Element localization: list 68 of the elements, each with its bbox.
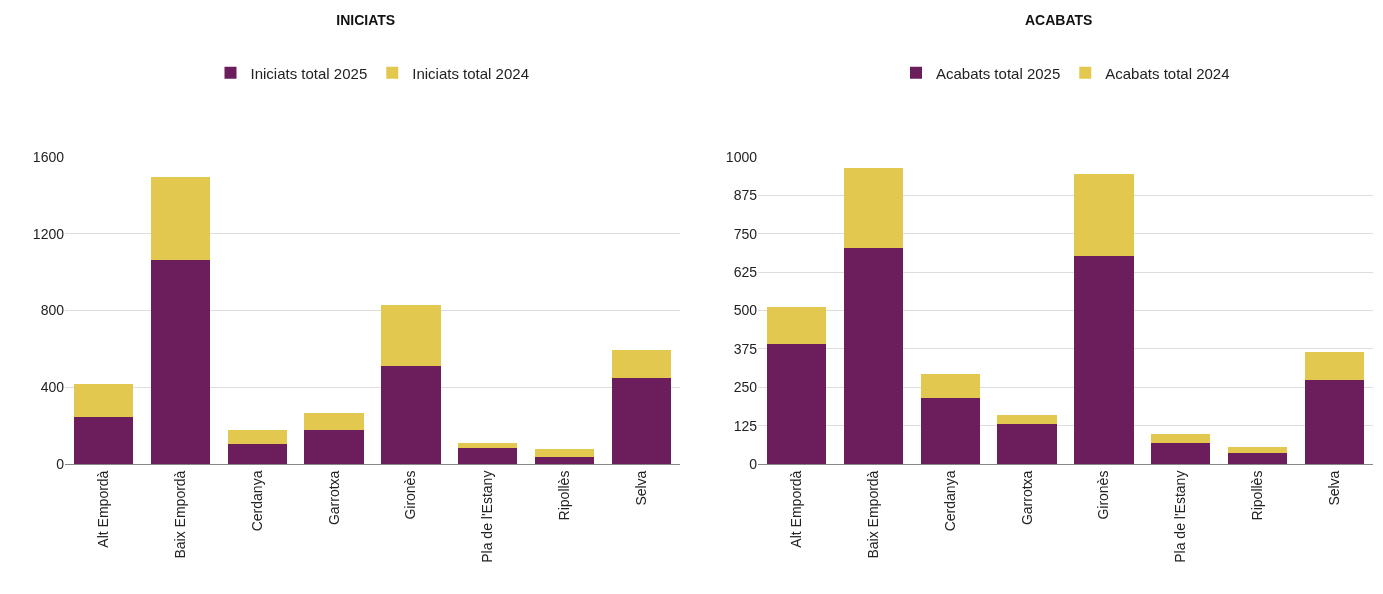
x-tick-label: Selva bbox=[633, 470, 650, 506]
x-tick-label: Garrotxa bbox=[1018, 470, 1035, 526]
x-tick-label: Cerdanya bbox=[248, 470, 265, 532]
x-tick-label: Garrotxa bbox=[325, 470, 342, 526]
x-tick-label: Alt Empordà bbox=[94, 470, 111, 548]
legend-label: Acabats total 2025 bbox=[936, 64, 1061, 82]
x-tick-label: Alt Empordà bbox=[787, 470, 804, 548]
y-tick-label: 1600 bbox=[32, 148, 65, 165]
bar bbox=[227, 444, 287, 464]
y-tick-label: 1200 bbox=[32, 225, 65, 242]
chart-title: ACABATS bbox=[1025, 11, 1093, 28]
bar bbox=[1304, 351, 1365, 380]
bar bbox=[843, 248, 903, 464]
x-tick-label: Gironès bbox=[1095, 470, 1112, 520]
bar bbox=[1074, 255, 1134, 464]
bar bbox=[150, 177, 210, 261]
y-tick-label: 500 bbox=[733, 302, 758, 319]
y-tick-label: 0 bbox=[56, 455, 65, 472]
bar bbox=[766, 306, 827, 344]
y-tick-label: 1000 bbox=[725, 148, 758, 165]
y-tick-label: 625 bbox=[733, 264, 758, 281]
x-tick-label: Pla de l'Estany bbox=[479, 470, 496, 563]
x-tick-label: Cerdanya bbox=[941, 470, 958, 532]
y-tick-label: 250 bbox=[733, 379, 758, 396]
x-tick-label: Baix Empordà bbox=[864, 470, 881, 559]
bar bbox=[1228, 446, 1288, 454]
x-tick-label: Selva bbox=[1326, 470, 1343, 506]
bar bbox=[920, 374, 980, 398]
bar bbox=[766, 343, 827, 464]
y-tick-label: 400 bbox=[40, 379, 65, 396]
y-tick-label: 750 bbox=[733, 225, 758, 242]
y-tick-label: 875 bbox=[733, 187, 758, 204]
bar bbox=[1074, 173, 1134, 256]
y-tick-label: 375 bbox=[733, 340, 758, 357]
x-tick-label: Baix Empordà bbox=[171, 470, 188, 559]
bar bbox=[535, 448, 595, 457]
bar bbox=[1151, 443, 1211, 464]
bar bbox=[73, 416, 134, 464]
x-tick-label: Pla de l'Estany bbox=[1172, 470, 1189, 563]
chart-title: INICIATS bbox=[336, 11, 396, 28]
legend-label: Iniciats total 2025 bbox=[250, 64, 368, 82]
bar bbox=[381, 366, 441, 464]
x-tick-label: Ripollès bbox=[1249, 470, 1266, 521]
legend-label: Acabats total 2024 bbox=[1105, 64, 1230, 82]
bar bbox=[1228, 453, 1288, 464]
bar bbox=[1151, 433, 1211, 444]
bar bbox=[1304, 379, 1365, 464]
bar bbox=[458, 448, 518, 464]
x-tick-label: Gironès bbox=[402, 470, 419, 520]
bar bbox=[920, 397, 980, 464]
bar bbox=[611, 350, 672, 379]
x-tick-label: Ripollès bbox=[556, 470, 573, 521]
bar bbox=[304, 413, 364, 431]
y-tick-label: 125 bbox=[733, 417, 758, 434]
bar bbox=[997, 424, 1057, 464]
bar bbox=[535, 456, 595, 464]
bar bbox=[304, 430, 364, 464]
bar bbox=[458, 443, 518, 449]
y-tick-label: 800 bbox=[40, 302, 65, 319]
bar bbox=[381, 305, 441, 367]
y-tick-label: 0 bbox=[749, 455, 758, 472]
bar bbox=[150, 260, 210, 464]
bar bbox=[843, 167, 903, 249]
legend-label: Iniciats total 2024 bbox=[412, 64, 529, 82]
bar bbox=[73, 384, 134, 417]
bar bbox=[611, 378, 672, 464]
bar bbox=[997, 415, 1057, 425]
bar bbox=[227, 430, 287, 445]
